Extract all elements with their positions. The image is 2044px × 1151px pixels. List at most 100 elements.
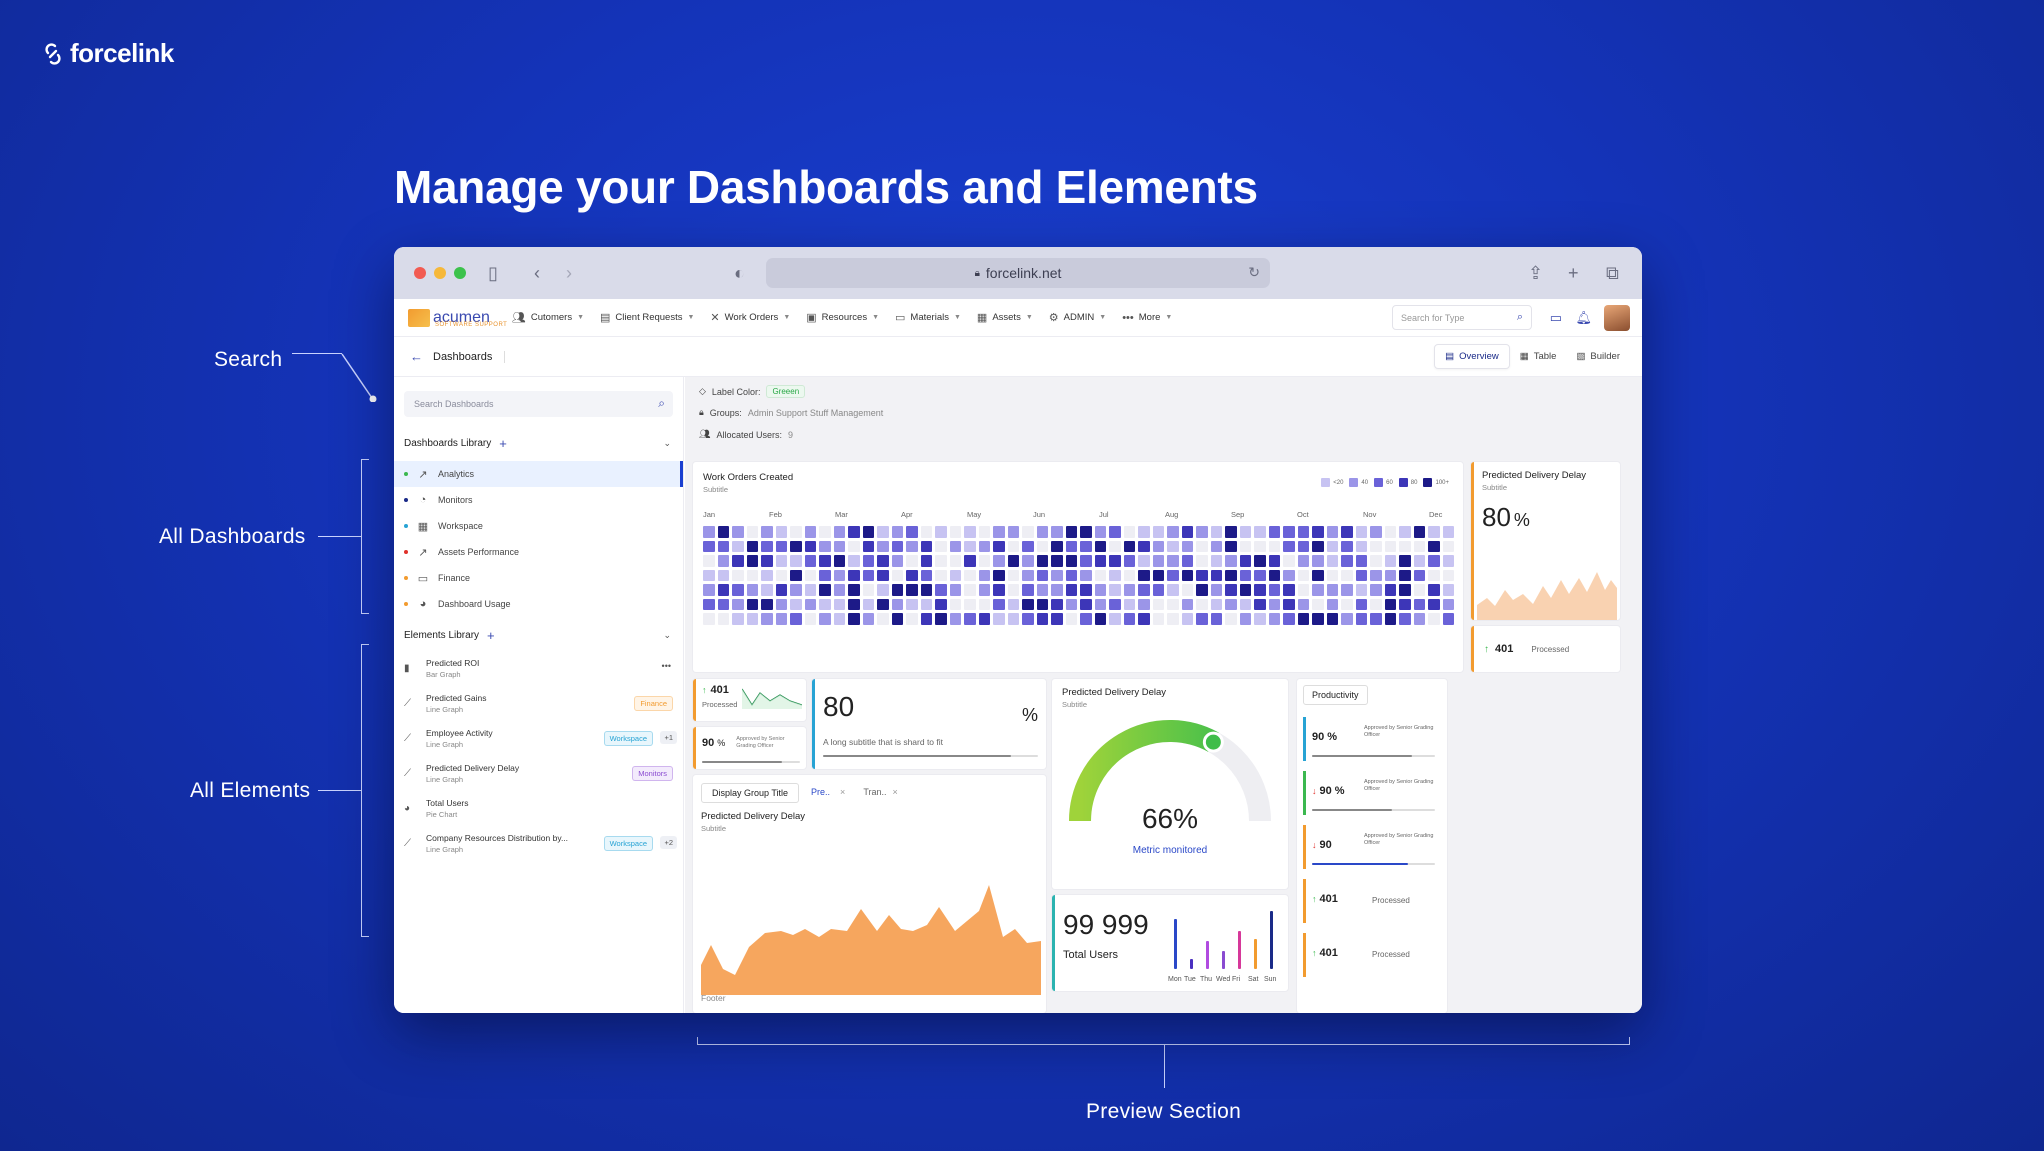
productivity-item[interactable]: 90 % Approved by Senior Grading Officer	[1303, 717, 1441, 761]
chevron-down-icon[interactable]: ⌄	[663, 629, 671, 640]
search-icon[interactable]: ⌕	[658, 396, 665, 410]
sidebar-item-dashboard[interactable]: ▦ Workspace	[394, 513, 683, 539]
back-arrow-icon[interactable]: ‹	[534, 263, 540, 283]
address-bar[interactable]: 🔒︎ forcelink.net ↻	[766, 258, 1270, 288]
nav-customers[interactable]: 👥︎ Cutomers ▼	[512, 311, 584, 324]
heatmap-cell	[1080, 598, 1092, 611]
processed-sparkline-card[interactable]: ↑ 401 Processed	[693, 679, 806, 721]
shield-icon[interactable]: ◐	[734, 263, 745, 283]
productivity-item[interactable]: ↓ 90 Approved by Senior Grading Officer	[1303, 825, 1441, 869]
wide-kpi-card[interactable]: 80 % A long subtitle that is shard to fi…	[812, 679, 1046, 769]
add-element-icon[interactable]: +	[487, 627, 495, 643]
sidebar-item-dashboard[interactable]: ↗ Analytics	[394, 461, 683, 487]
nav-admin[interactable]: ⚙ ADMIN ▼	[1049, 311, 1106, 324]
heatmap-cell	[1268, 613, 1281, 625]
element-item[interactable]: ⟋ Predicted Delivery Delay Line Graph Moni…	[394, 756, 683, 791]
element-item[interactable]: ⟋ Predicted Gains Line Graph Finance	[394, 686, 683, 721]
nav-client-requests[interactable]: ▤ Client Requests ▼	[600, 311, 694, 324]
new-tab-icon[interactable]: +	[1568, 263, 1579, 283]
element-item[interactable]: ⟋ Employee Activity Line Graph Workspace +1	[394, 721, 683, 756]
gauge-card[interactable]: Predicted Delivery Delay Subtitle 66% Me…	[1052, 679, 1288, 889]
sidebar-item-label: Dashboard Usage	[438, 599, 511, 609]
element-item[interactable]: ⟋ Company Resources Distribution by... Li…	[394, 826, 683, 861]
heatmap-cell	[746, 584, 759, 596]
tab-builder[interactable]: ▧ Builder	[1566, 344, 1630, 369]
productivity-item[interactable]: ↓ 90 % Approved by Senior Grading Office…	[1303, 771, 1441, 815]
close-icon[interactable]: ×	[840, 787, 846, 797]
close-dot[interactable]	[414, 267, 426, 279]
heatmap-cell	[891, 613, 904, 625]
approval-kpi-card[interactable]: 90% Approved by Senior Grading Officer	[693, 727, 806, 769]
sidebar-item-dashboard[interactable]: ↗ Assets Performance	[394, 539, 683, 565]
heatmap-cell	[920, 598, 933, 611]
reload-icon[interactable]: ↻	[1248, 264, 1260, 280]
nav-resources[interactable]: ▣ Resources ▼	[806, 311, 879, 324]
sidebar-item-dashboard[interactable]: ▭ Finance	[394, 565, 683, 591]
sidebar-toggle-icon[interactable]: ▯	[488, 263, 498, 283]
group-tab-active[interactable]: Display Group Title	[701, 783, 800, 803]
global-search-input[interactable]: Search for Type ⌕	[1392, 305, 1532, 330]
maximize-dot[interactable]	[454, 267, 466, 279]
processed-card-a[interactable]: ↑ 401 Processed	[1471, 626, 1620, 672]
nav-more[interactable]: ••• More ▼	[1122, 312, 1172, 324]
heatmap-cell	[1080, 584, 1092, 596]
more-dots-icon[interactable]: •••	[661, 661, 671, 671]
elements-library-header[interactable]: Elements Library + ⌄	[394, 627, 683, 643]
chevron-down-icon[interactable]: ⌄	[663, 437, 671, 448]
chevron-down-icon: ▼	[1099, 314, 1107, 321]
heatmap-cell	[1413, 613, 1426, 625]
add-dashboard-icon[interactable]: +	[499, 435, 507, 451]
heatmap-cell	[906, 555, 918, 567]
heatmap-cell	[819, 584, 831, 596]
close-icon[interactable]: ×	[892, 787, 898, 797]
avatar[interactable]	[1604, 305, 1630, 331]
productivity-item[interactable]: ↑ 401 Processed	[1303, 933, 1441, 977]
nav-work-orders[interactable]: ✕ Work Orders ▼	[710, 311, 790, 324]
element-item[interactable]: ◕ Total Users Pie Chart	[394, 791, 683, 826]
productivity-card[interactable]: Productivity 90 % Approved by Senior Gra…	[1297, 679, 1447, 1013]
search-icon[interactable]: ⌕	[1516, 311, 1523, 323]
sidebar-item-dashboard[interactable]: ◔ Monitors	[394, 487, 683, 513]
work-orders-heatmap-card[interactable]: Work Orders Created Subtitle <20 40 60 80 10…	[693, 462, 1463, 672]
heatmap-cell	[1094, 526, 1107, 538]
display-group-card[interactable]: Display Group Title Pre.. × Tran.. × Predi…	[693, 775, 1046, 1013]
elements-bracket-tick	[318, 790, 361, 791]
chat-icon[interactable]: ▭	[1549, 310, 1562, 325]
total-users-card[interactable]: 99 999 Total Users Mon Tue Thu Wed Fri Sat Sun	[1052, 895, 1288, 991]
element-item[interactable]: ▮ Predicted ROI Bar Graph •••	[394, 651, 683, 686]
group-tab[interactable]: Tran.. ×	[857, 783, 903, 803]
element-title: Employee Activity	[426, 728, 493, 738]
heatmap-cell	[1312, 555, 1324, 567]
heatmap-cell	[1283, 526, 1295, 538]
heatmap-cell	[920, 584, 933, 596]
bell-icon[interactable]: 🔔︎	[1575, 310, 1592, 325]
element-type: Line Graph	[426, 775, 464, 784]
lock-icon: 🔒︎	[974, 267, 980, 279]
tabs-overview-icon[interactable]: ⧉	[1606, 263, 1619, 283]
dashboards-library-header[interactable]: Dashboards Library + ⌄	[394, 435, 683, 451]
productivity-desc: Processed	[1372, 896, 1410, 905]
share-icon[interactable]: ⇪	[1528, 263, 1544, 283]
nav-materials[interactable]: ▭ Materials ▼	[895, 311, 961, 324]
group-tab[interactable]: Pre.. ×	[805, 783, 851, 803]
heatmap-cell	[1254, 598, 1266, 611]
heatmap-cell	[732, 584, 744, 596]
heatmap-cell	[833, 584, 846, 596]
app-logo[interactable]: acumen SOFTWARE SUPPORT	[408, 308, 507, 328]
heatmap-cell	[1022, 584, 1034, 596]
forward-arrow-icon[interactable]: ›	[566, 263, 572, 283]
dashboard-search-input[interactable]: Search Dashboards ⌕	[404, 391, 673, 417]
tab-table[interactable]: ▦ Table	[1510, 344, 1567, 369]
sidebar-item-dashboard[interactable]: ◕ Dashboard Usage	[394, 591, 683, 617]
heatmap-cell	[1239, 569, 1252, 582]
admin-icon: ⚙	[1048, 312, 1059, 324]
nav-label: Client Requests	[615, 312, 683, 323]
heatmap-cell	[993, 540, 1005, 553]
callout-search-pointer	[341, 353, 377, 402]
minimize-dot[interactable]	[434, 267, 446, 279]
tab-overview[interactable]: ▤ Overview	[1434, 344, 1510, 369]
productivity-item[interactable]: ↑ 401 Processed	[1303, 879, 1441, 923]
delivery-delay-card[interactable]: Predicted Delivery Delay Subtitle 80%	[1471, 462, 1620, 620]
nav-assets[interactable]: ▦ Assets ▼	[977, 311, 1033, 324]
back-arrow-icon[interactable]: ←	[410, 349, 423, 364]
